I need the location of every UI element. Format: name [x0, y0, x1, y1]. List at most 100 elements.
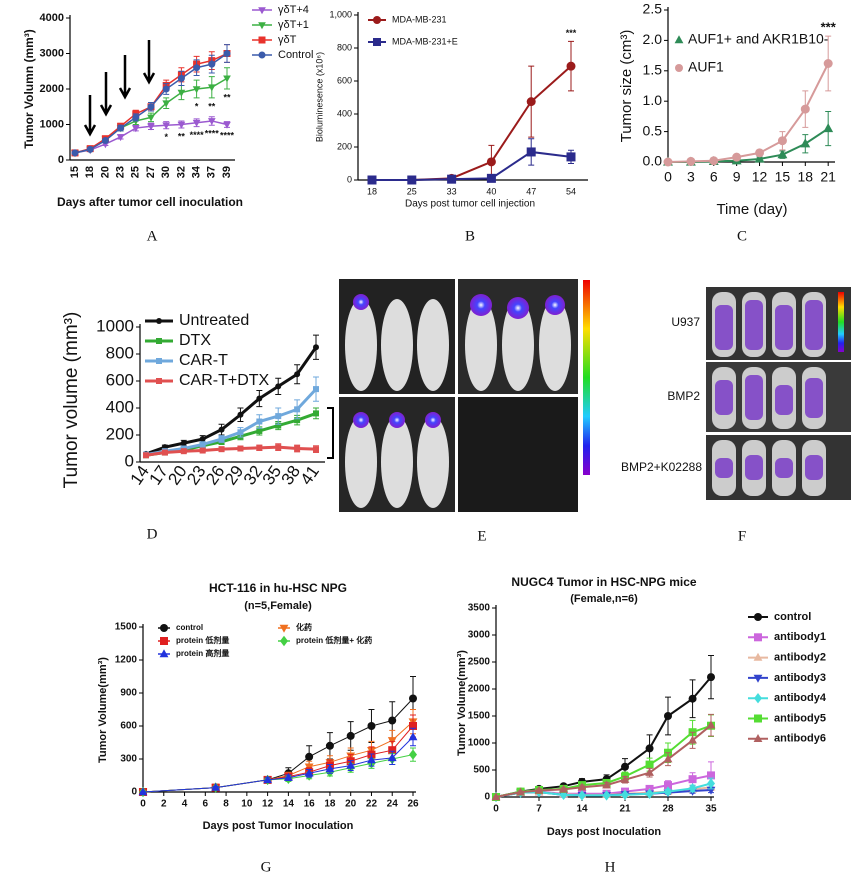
series-line — [145, 445, 317, 457]
point — [688, 694, 697, 703]
legend-label: γδT — [278, 34, 297, 46]
series-line — [142, 736, 414, 793]
legend-label: MDA-MB-231 — [392, 14, 447, 24]
point — [688, 735, 697, 744]
point — [283, 772, 293, 781]
legend-marker — [280, 635, 288, 647]
chart-subtitle: (Female,n=6) — [570, 593, 638, 605]
legend-marker — [258, 22, 266, 30]
point — [180, 440, 187, 447]
chart-title: HCT-116 in hu-HSC NPG — [209, 581, 347, 595]
legend-label: DTX — [179, 332, 211, 349]
x-tick-label: 2 — [161, 799, 167, 810]
point — [275, 444, 282, 451]
annotation: *** — [821, 20, 837, 35]
y-tick-label: 600 — [120, 721, 137, 732]
point — [116, 134, 125, 142]
panel-label: B — [465, 228, 475, 244]
y-tick-label: 600 — [106, 370, 134, 389]
y-tick-label: 1.0 — [643, 92, 663, 108]
x-axis-label: Days post Inoculation — [547, 826, 662, 838]
legend-label: antibody3 — [774, 672, 826, 684]
x-tick-label: 7 — [536, 804, 542, 815]
point — [263, 775, 273, 784]
legend-label: antibody1 — [774, 631, 826, 643]
series-line — [145, 346, 318, 456]
y-tick-label: 900 — [120, 688, 137, 699]
point — [294, 417, 301, 424]
legend-marker — [753, 674, 763, 683]
x-tick-label: 28 — [662, 804, 674, 815]
y-tick-label: 400 — [337, 108, 352, 118]
panel-label: C — [737, 228, 747, 244]
point — [602, 780, 611, 789]
point — [663, 157, 673, 167]
x-tick-label: 25 — [407, 186, 417, 196]
point — [732, 152, 742, 162]
x-tick-label: 21 — [820, 169, 836, 185]
x-tick-label: 20 — [99, 166, 111, 178]
series-line — [145, 388, 318, 457]
point — [313, 410, 319, 417]
x-tick-label: 12 — [752, 169, 768, 185]
y-tick-label: 1000 — [468, 738, 491, 749]
legend-label: CAR-T+DTX — [179, 372, 270, 389]
point — [777, 149, 788, 159]
legend-label: Untreated — [179, 312, 249, 329]
point — [346, 760, 356, 769]
y-tick-label: 2.5 — [643, 1, 663, 17]
point — [199, 436, 206, 443]
point — [237, 411, 244, 418]
y-tick-label: 1500 — [115, 622, 138, 633]
legend-marker — [754, 714, 762, 723]
point — [162, 100, 171, 108]
point — [256, 418, 263, 425]
y-axis-label: Tumor Volumn (mm³) — [22, 29, 36, 149]
y-tick-label: 1000 — [96, 316, 134, 335]
annotation: *** — [566, 28, 577, 38]
point — [620, 774, 630, 783]
x-tick-label: 14 — [576, 804, 588, 815]
annotation: ** — [223, 92, 231, 102]
x-tick-label: 32 — [175, 166, 187, 178]
x-tick-label: 20 — [345, 799, 357, 810]
legend-marker — [373, 16, 381, 24]
x-tick-label: 0 — [664, 169, 672, 185]
x-tick-label: 35 — [705, 804, 717, 815]
point — [526, 97, 536, 107]
point — [117, 124, 125, 132]
x-tick-label: 12 — [262, 799, 274, 810]
point — [602, 790, 611, 801]
point — [256, 444, 263, 451]
point — [192, 86, 201, 94]
x-tick-label: 6 — [710, 169, 718, 185]
point — [218, 436, 225, 443]
point — [664, 786, 672, 797]
legend-label: CAR-T — [179, 352, 228, 369]
y-tick-label: 200 — [337, 141, 352, 151]
x-tick-label: 15 — [69, 166, 81, 178]
annotation: * — [164, 132, 168, 142]
y-tick-label: 1500 — [468, 711, 491, 722]
point — [101, 136, 109, 144]
point — [645, 760, 654, 769]
y-tick-label: 1,000 — [329, 9, 352, 19]
point — [823, 123, 834, 133]
y-tick-label: 200 — [106, 424, 134, 443]
row-label: BMP2+K02288 — [621, 460, 702, 474]
x-tick-label: 40 — [486, 186, 496, 196]
legend-marker — [156, 318, 162, 324]
x-tick-label: 4 — [182, 799, 188, 810]
point — [559, 784, 568, 793]
x-tick-label: 18 — [798, 169, 814, 185]
legend-marker — [279, 624, 289, 633]
y-tick-label: 400 — [106, 397, 134, 416]
x-tick-label: 18 — [367, 186, 377, 196]
legend-marker — [156, 378, 162, 384]
legend-marker — [156, 338, 162, 344]
x-tick-label: 3 — [687, 169, 695, 185]
point — [688, 783, 697, 794]
point — [275, 383, 282, 390]
imaging-e — [339, 279, 590, 512]
x-tick-label: 39 — [221, 166, 233, 178]
